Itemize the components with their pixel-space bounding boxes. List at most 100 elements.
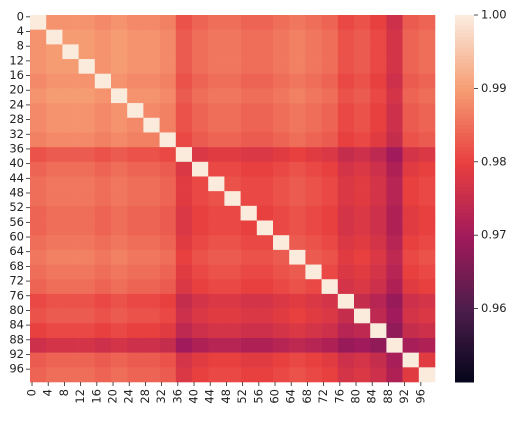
heatmap-cell bbox=[127, 191, 144, 207]
heatmap-cell bbox=[305, 264, 322, 280]
heatmap-cell bbox=[78, 161, 96, 177]
heatmap-cell bbox=[94, 73, 112, 89]
x-tick-label: 92 bbox=[397, 389, 411, 404]
heatmap-cell bbox=[386, 176, 403, 192]
heatmap-cell bbox=[224, 44, 241, 60]
heatmap-cell bbox=[386, 352, 403, 368]
colorbar-segment bbox=[455, 304, 474, 310]
heatmap-cell bbox=[127, 117, 144, 133]
heatmap-cell bbox=[62, 279, 79, 295]
heatmap-cell bbox=[273, 235, 290, 251]
heatmap-cell bbox=[289, 147, 306, 163]
heatmap-cell bbox=[386, 132, 403, 148]
heatmap-cell bbox=[386, 161, 403, 177]
heatmap-cell bbox=[321, 205, 339, 221]
heatmap-cell bbox=[208, 220, 225, 236]
heatmap-cell bbox=[240, 205, 258, 221]
heatmap-cell bbox=[175, 132, 193, 148]
heatmap-cell bbox=[111, 279, 128, 295]
heatmap-cell bbox=[143, 205, 160, 221]
heatmap-cell bbox=[175, 103, 193, 119]
heatmap-cell bbox=[175, 73, 193, 89]
heatmap-cell bbox=[127, 249, 144, 265]
colorbar-segment bbox=[455, 242, 474, 247]
heatmap-cell bbox=[46, 29, 63, 45]
heatmap-cell bbox=[240, 117, 258, 133]
y-tick-label: 40 bbox=[9, 156, 24, 170]
heatmap-cell bbox=[354, 88, 371, 104]
colorbar-segment bbox=[455, 326, 474, 332]
heatmap-cell bbox=[192, 352, 209, 368]
heatmap-cell bbox=[175, 293, 193, 309]
colorbar-segment bbox=[455, 81, 474, 86]
heatmap-cell bbox=[354, 147, 371, 163]
colorbar-segment bbox=[455, 337, 474, 343]
x-tick-label: 96 bbox=[413, 389, 427, 404]
heatmap-cell bbox=[62, 132, 79, 148]
heatmap-cell bbox=[337, 147, 355, 163]
x-tick-label: 8 bbox=[57, 389, 71, 396]
x-tick-label: 88 bbox=[381, 389, 395, 404]
heatmap-cell bbox=[240, 220, 258, 236]
heatmap-cell bbox=[94, 293, 112, 309]
heatmap-cell bbox=[402, 235, 420, 251]
heatmap-cell bbox=[240, 293, 258, 309]
heatmap-cell bbox=[418, 147, 436, 163]
y-tick-label: 48 bbox=[9, 185, 24, 199]
colorbar-segment bbox=[455, 312, 474, 317]
heatmap-cell bbox=[46, 73, 63, 89]
heatmap-cell bbox=[127, 235, 144, 251]
heatmap-cell bbox=[305, 323, 322, 339]
heatmap-cell bbox=[402, 176, 420, 192]
heatmap-cell bbox=[240, 44, 258, 60]
heatmap-cell bbox=[30, 337, 47, 353]
heatmap-cell bbox=[46, 132, 63, 148]
heatmap-cell bbox=[127, 337, 144, 353]
heatmap-cell bbox=[94, 117, 112, 133]
heatmap-cell bbox=[143, 132, 160, 148]
y-tick-label: 64 bbox=[9, 244, 24, 258]
colorbar-segment bbox=[455, 117, 474, 122]
heatmap-cell bbox=[273, 176, 290, 192]
heatmap-cell bbox=[354, 73, 371, 89]
heatmap-cell bbox=[386, 103, 403, 119]
heatmap-cell bbox=[143, 117, 160, 133]
heatmap-cell bbox=[337, 308, 355, 324]
colorbar-segment bbox=[455, 26, 474, 31]
heatmap-cell bbox=[111, 161, 128, 177]
colorbar-segment bbox=[455, 99, 474, 104]
heatmap-cell bbox=[175, 220, 193, 236]
heatmap-cell bbox=[305, 161, 322, 177]
heatmap-cell bbox=[402, 352, 420, 368]
heatmap-cell bbox=[418, 352, 436, 368]
heatmap-cell bbox=[386, 249, 403, 265]
heatmap-cell bbox=[273, 367, 290, 383]
heatmap-cell bbox=[159, 44, 177, 60]
heatmap-cell bbox=[240, 161, 258, 177]
heatmap-cell bbox=[62, 249, 79, 265]
heatmap-cell bbox=[46, 323, 63, 339]
heatmap-cell bbox=[305, 220, 322, 236]
heatmap-cell bbox=[418, 367, 436, 383]
heatmap-cell bbox=[402, 220, 420, 236]
heatmap-cell bbox=[175, 249, 193, 265]
heatmap-cell bbox=[111, 352, 128, 368]
heatmap-cell bbox=[78, 308, 96, 324]
heatmap-cell bbox=[321, 352, 339, 368]
colorbar-segment bbox=[455, 132, 474, 137]
heatmap-cell bbox=[224, 264, 241, 280]
heatmap-cell bbox=[94, 29, 112, 45]
heatmap-cell bbox=[273, 73, 290, 89]
heatmap-cell bbox=[30, 161, 47, 177]
heatmap-cell bbox=[305, 235, 322, 251]
heatmap-cell bbox=[62, 367, 79, 383]
heatmap-cell bbox=[30, 323, 47, 339]
heatmap-cell bbox=[111, 205, 128, 221]
colorbar-segment bbox=[455, 95, 474, 100]
heatmap-cell bbox=[175, 191, 193, 207]
heatmap-cell bbox=[78, 323, 96, 339]
y-tick-label: 24 bbox=[9, 97, 24, 111]
heatmap-cell bbox=[418, 205, 436, 221]
x-tick-label: 76 bbox=[332, 389, 346, 404]
heatmap-cell bbox=[256, 44, 274, 60]
